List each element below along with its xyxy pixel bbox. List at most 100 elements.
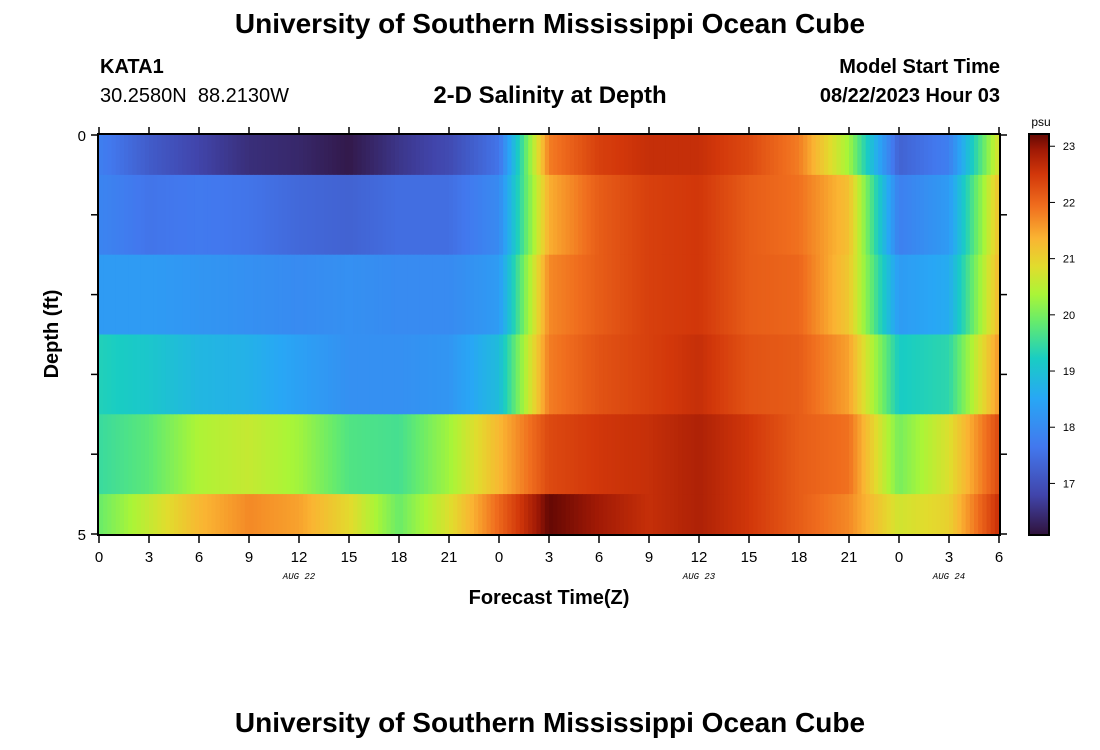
heatmap-cell — [469, 414, 475, 495]
heatmap-cell — [761, 254, 767, 336]
heatmap-cell — [319, 414, 325, 495]
heatmap-cell — [886, 414, 892, 495]
heatmap-cell — [349, 414, 354, 495]
heatmap-cell — [594, 174, 600, 256]
heatmap-cell — [582, 174, 588, 256]
heatmap-cell — [207, 174, 213, 256]
heatmap-cell — [136, 494, 142, 535]
heatmap-cell — [969, 174, 975, 256]
heatmap-cell — [224, 174, 229, 256]
heatmap-cell — [890, 334, 896, 415]
heatmap-cell — [103, 174, 108, 256]
heatmap-cell — [544, 494, 550, 535]
station-id: KATA1 — [100, 56, 164, 78]
date-label: AUG 24 — [932, 572, 965, 582]
heatmap-cell — [857, 135, 863, 176]
heatmap-cell — [124, 174, 129, 256]
heatmap-cell — [665, 174, 671, 256]
heatmap-cell — [307, 174, 313, 256]
heatmap-cell — [903, 174, 908, 256]
heatmap-cell — [678, 254, 683, 336]
heatmap-cell — [544, 414, 550, 495]
colorbar-tick-label: 22 — [1063, 197, 1075, 209]
heatmap-cell — [624, 254, 629, 336]
colorbar-tick-label: 21 — [1063, 254, 1075, 266]
heatmap-cell — [174, 135, 179, 176]
heatmap-cell — [944, 254, 950, 336]
heatmap-cell — [569, 414, 575, 495]
heatmap-cell — [282, 414, 288, 495]
heatmap-cell — [703, 135, 708, 176]
heatmap-cell — [124, 135, 129, 176]
heatmap-cell — [219, 494, 225, 535]
heatmap-cell — [436, 334, 442, 415]
heatmap-cell — [894, 494, 900, 535]
heatmap-cell — [965, 254, 971, 336]
heatmap-cell — [699, 414, 704, 495]
heatmap-cell — [774, 174, 779, 256]
heatmap-cell — [824, 254, 829, 336]
heatmap-cell — [928, 254, 933, 336]
heatmap-cell — [353, 414, 358, 495]
heatmap-cell — [782, 254, 788, 336]
heatmap-cell — [315, 494, 321, 535]
heatmap-cell — [599, 414, 604, 495]
heatmap-cell — [503, 414, 508, 495]
main-title: University of Southern Mississippi Ocean… — [234, 8, 866, 39]
heatmap-cell — [199, 494, 204, 535]
heatmap-cell — [953, 334, 958, 415]
heatmap-cell — [669, 174, 675, 256]
heatmap-cell — [815, 254, 821, 336]
heatmap-cell — [757, 135, 763, 176]
heatmap-cell — [469, 135, 475, 176]
heatmap-cell — [403, 414, 408, 495]
heatmap-cell — [953, 494, 958, 535]
heatmap-cell — [607, 135, 613, 176]
heatmap-cell — [515, 135, 521, 176]
heatmap-cell — [653, 254, 658, 336]
heatmap-cell — [674, 174, 679, 256]
heatmap-cell — [494, 334, 500, 415]
heatmap-cell — [482, 135, 488, 176]
heatmap-cell — [236, 135, 242, 176]
heatmap-cell — [453, 334, 458, 415]
heatmap-cell — [153, 135, 158, 176]
heatmap-cell — [515, 254, 521, 336]
heatmap-cell — [928, 174, 933, 256]
heatmap-cell — [178, 174, 183, 256]
heatmap-cell — [878, 494, 883, 535]
heatmap-cell — [149, 174, 154, 256]
heatmap-cell — [707, 414, 713, 495]
heatmap-cell — [957, 135, 963, 176]
heatmap-cell — [853, 334, 858, 415]
heatmap-cell — [953, 135, 958, 176]
heatmap-cell — [324, 254, 329, 336]
heatmap-cell — [274, 254, 279, 336]
heatmap-cell — [794, 174, 800, 256]
heatmap-cell — [478, 135, 483, 176]
heatmap-cell — [236, 174, 242, 256]
heatmap-cell — [749, 254, 754, 336]
heatmap-cell — [515, 414, 521, 495]
heatmap-cell — [882, 254, 888, 336]
heatmap-cell — [244, 494, 250, 535]
heatmap-cell — [336, 135, 342, 176]
heatmap-cell — [282, 174, 288, 256]
heatmap-cell — [740, 135, 746, 176]
heatmap-cell — [786, 414, 792, 495]
heatmap-cell — [482, 414, 488, 495]
heatmap-cell — [811, 414, 817, 495]
heatmap-cell — [424, 254, 429, 336]
heatmap-cell — [186, 334, 192, 415]
heatmap-cell — [474, 414, 479, 495]
x-tick-label: 6 — [595, 549, 603, 566]
heatmap-cell — [257, 254, 263, 336]
heatmap-cell — [815, 494, 821, 535]
y-axis-label: Depth (ft) — [41, 290, 63, 379]
heatmap-cell — [744, 414, 750, 495]
heatmap-cell — [303, 334, 308, 415]
heatmap-cell — [761, 135, 767, 176]
heatmap-cell — [324, 494, 329, 535]
model-start-value: 08/22/2023 Hour 03 — [819, 85, 1000, 107]
heatmap-cell — [319, 254, 325, 336]
